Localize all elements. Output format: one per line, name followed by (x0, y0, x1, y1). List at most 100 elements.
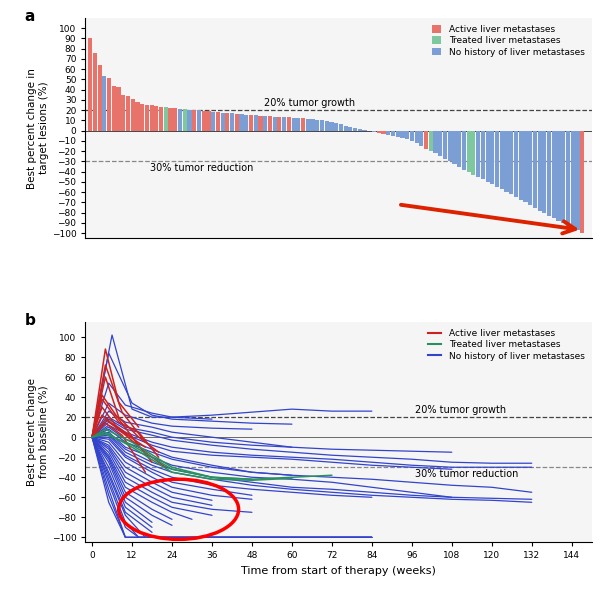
Bar (575, 131, 580, 230)
Bar (329, 122, 334, 131)
Bar (131, 99, 135, 131)
Bar (98, 65, 102, 131)
Bar (107, 78, 111, 131)
Bar (472, 131, 475, 175)
Bar (93, 52, 97, 131)
Text: 20% tumor growth: 20% tumor growth (415, 405, 506, 415)
Bar (187, 110, 192, 131)
Bar (566, 131, 570, 226)
Bar (197, 110, 201, 131)
Bar (410, 131, 414, 141)
Bar (500, 131, 504, 189)
Bar (377, 131, 381, 133)
Bar (518, 131, 523, 200)
Bar (216, 112, 220, 131)
Bar (240, 114, 243, 131)
Legend: Active liver metastases, Treated liver metastases, No history of liver metastase: Active liver metastases, Treated liver m… (429, 23, 587, 60)
Bar (315, 120, 320, 131)
Bar (306, 119, 310, 131)
Bar (278, 117, 281, 131)
Bar (254, 115, 258, 131)
Bar (509, 131, 514, 194)
Bar (571, 131, 575, 228)
Bar (396, 131, 400, 136)
Bar (202, 111, 206, 131)
Bar (462, 131, 466, 170)
Bar (495, 131, 499, 187)
Bar (259, 116, 262, 131)
Bar (405, 131, 409, 139)
Bar (102, 76, 106, 131)
Bar (334, 123, 339, 131)
Bar (391, 131, 395, 136)
Bar (273, 117, 277, 131)
Bar (533, 131, 537, 207)
Bar (249, 115, 253, 131)
Bar (429, 131, 433, 151)
Bar (282, 117, 286, 131)
Bar (467, 131, 471, 172)
Bar (580, 131, 584, 233)
Bar (514, 131, 518, 197)
Bar (268, 116, 272, 131)
Bar (235, 114, 239, 131)
Bar (292, 119, 296, 131)
Bar (448, 131, 452, 162)
Bar (523, 131, 528, 203)
Bar (443, 131, 447, 159)
Text: b: b (24, 313, 35, 328)
Bar (159, 107, 163, 131)
Legend: Active liver metastases, Treated liver metastases, No history of liver metastase: Active liver metastases, Treated liver m… (425, 327, 587, 364)
Bar (561, 131, 565, 223)
Bar (244, 115, 248, 131)
Bar (481, 131, 485, 179)
Bar (537, 131, 542, 210)
Bar (325, 122, 329, 131)
Bar (400, 131, 404, 138)
Bar (490, 131, 495, 184)
Bar (221, 113, 224, 131)
Bar (381, 131, 386, 134)
Bar (504, 131, 509, 192)
Text: a: a (24, 9, 35, 24)
Bar (415, 131, 418, 143)
Y-axis label: Best percent change in
target lesions (%): Best percent change in target lesions (%… (27, 67, 49, 188)
Bar (424, 131, 428, 149)
Bar (556, 131, 561, 221)
Bar (339, 125, 343, 131)
Bar (476, 131, 480, 177)
Bar (343, 126, 348, 131)
Bar (310, 119, 315, 131)
Bar (168, 108, 173, 131)
Bar (542, 131, 547, 213)
Bar (135, 102, 140, 131)
Bar (206, 111, 210, 131)
Bar (486, 131, 490, 182)
X-axis label: Time from start of therapy (weeks): Time from start of therapy (weeks) (241, 566, 436, 576)
Y-axis label: Best percent change
from baseline (%): Best percent change from baseline (%) (27, 378, 49, 486)
Bar (301, 119, 305, 131)
Bar (88, 38, 92, 131)
Bar (230, 113, 234, 131)
Bar (178, 109, 182, 131)
Bar (320, 120, 324, 131)
Bar (457, 131, 461, 166)
Bar (182, 109, 187, 131)
Bar (296, 119, 300, 131)
Text: 30% tumor reduction: 30% tumor reduction (149, 163, 253, 173)
Bar (434, 131, 437, 153)
Bar (353, 128, 357, 131)
Bar (528, 131, 533, 206)
Bar (145, 105, 149, 131)
Bar (173, 108, 178, 131)
Bar (140, 104, 144, 131)
Bar (552, 131, 556, 218)
Bar (149, 105, 154, 131)
Text: 20% tumor growth: 20% tumor growth (264, 98, 355, 108)
Bar (163, 107, 168, 131)
Bar (438, 131, 442, 156)
Bar (453, 131, 456, 164)
Bar (372, 131, 376, 132)
Bar (547, 131, 551, 216)
Bar (287, 117, 291, 131)
